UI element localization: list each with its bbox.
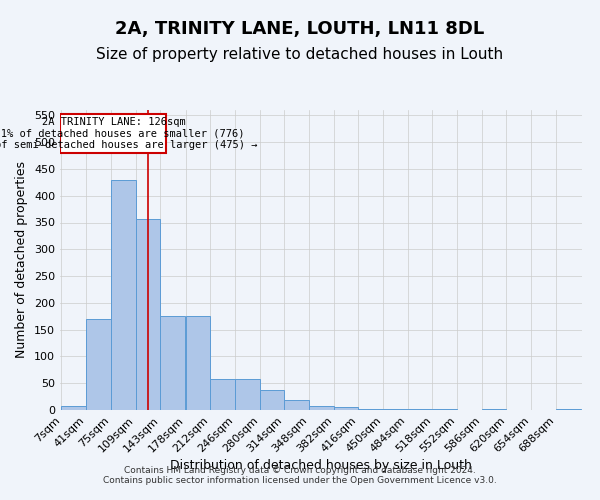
Bar bbox=[61, 406, 86, 410]
Bar bbox=[260, 390, 284, 410]
Bar bbox=[111, 180, 136, 410]
Bar bbox=[160, 316, 185, 410]
Bar bbox=[235, 380, 260, 410]
Text: Size of property relative to detached houses in Louth: Size of property relative to detached ho… bbox=[97, 48, 503, 62]
Bar bbox=[136, 220, 160, 410]
X-axis label: Distribution of detached houses by size in Louth: Distribution of detached houses by size … bbox=[170, 460, 472, 472]
Bar bbox=[334, 408, 358, 410]
Bar bbox=[309, 406, 334, 410]
Bar bbox=[284, 400, 309, 410]
Y-axis label: Number of detached properties: Number of detached properties bbox=[16, 162, 28, 358]
Bar bbox=[210, 380, 235, 410]
Bar bbox=[86, 319, 111, 410]
FancyBboxPatch shape bbox=[60, 114, 166, 153]
Text: Contains HM Land Registry data © Crown copyright and database right 2024.
Contai: Contains HM Land Registry data © Crown c… bbox=[103, 466, 497, 485]
Text: 2A, TRINITY LANE, LOUTH, LN11 8DL: 2A, TRINITY LANE, LOUTH, LN11 8DL bbox=[115, 20, 485, 38]
Bar bbox=[185, 316, 210, 410]
Text: 2A TRINITY LANE: 126sqm
← 61% of detached houses are smaller (776)
37% of semi-d: 2A TRINITY LANE: 126sqm ← 61% of detache… bbox=[0, 117, 257, 150]
Bar bbox=[556, 409, 581, 410]
